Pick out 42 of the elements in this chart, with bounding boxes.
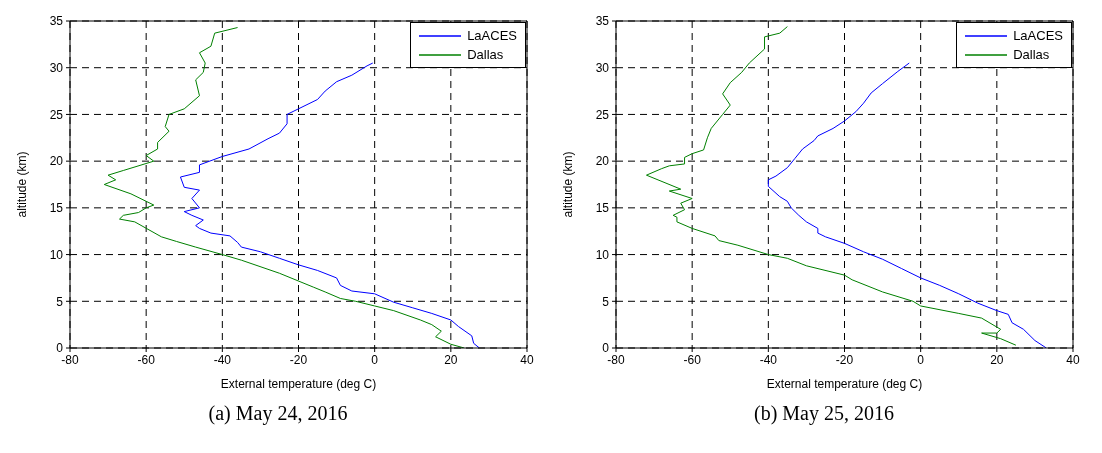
- y-tick-label: 5: [602, 294, 610, 309]
- x-tick-label: 0: [371, 352, 379, 367]
- y-tick-label: 15: [49, 201, 64, 216]
- x-axis-title: External temperature (deg C): [220, 377, 377, 391]
- y-tick-label: 10: [49, 247, 64, 262]
- legend-label: Dallas: [467, 46, 504, 64]
- x-axis-title: External temperature (deg C): [766, 377, 923, 391]
- x-tick-label: -80: [607, 352, 625, 367]
- text: (a) May 24, 2016: [207, 402, 349, 425]
- legend-label: Dallas: [1013, 46, 1050, 64]
- text: (b) May 25, 2016: [753, 402, 895, 425]
- legend-label: LaACES: [467, 27, 517, 45]
- y-tick-label: 0: [602, 341, 610, 356]
- x-tick-label: 20: [444, 352, 458, 367]
- x-tick-label: 0: [917, 352, 925, 367]
- y-tick-label: 10: [595, 247, 610, 262]
- x-tick-label: -20: [835, 352, 854, 367]
- y-tick-label: 0: [56, 341, 64, 356]
- y-tick-label: 25: [595, 107, 610, 122]
- y-tick-label: 30: [595, 60, 610, 75]
- x-tick-label: 40: [520, 352, 534, 367]
- x-tick-label: -80: [61, 352, 79, 367]
- y-tick-label: 25: [49, 107, 64, 122]
- y-tick-label: 30: [49, 60, 64, 75]
- y-tick-label: 20: [49, 154, 64, 169]
- legend-label: LaACES: [1013, 27, 1063, 45]
- x-tick-label: 40: [1066, 352, 1080, 367]
- line-series: [767, 62, 1047, 348]
- y-tick-label: 15: [595, 201, 610, 216]
- x-tick-label: -60: [683, 352, 702, 367]
- x-tick-label: -40: [213, 352, 232, 367]
- y-axis-title: altitude (km): [561, 151, 576, 218]
- y-tick-label: 35: [49, 14, 64, 29]
- x-tick-label: -40: [759, 352, 778, 367]
- x-tick-label: -60: [137, 352, 156, 367]
- y-tick-label: 5: [56, 294, 64, 309]
- y-tick-label: 20: [595, 154, 610, 169]
- x-tick-label: -20: [289, 352, 308, 367]
- y-tick-label: 35: [595, 14, 610, 29]
- line-series: [179, 62, 480, 348]
- x-tick-label: 20: [990, 352, 1004, 367]
- y-axis-title: altitude (km): [15, 151, 30, 218]
